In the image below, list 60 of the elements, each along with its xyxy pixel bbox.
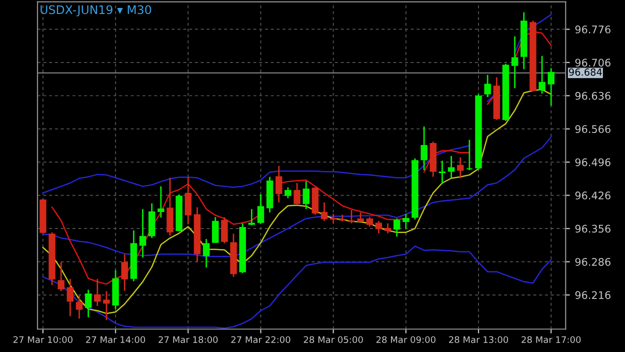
candlestick: [257, 194, 264, 224]
candlestick: [375, 220, 382, 234]
y-tick-label: 96.356: [575, 224, 610, 233]
x-tick-label: 28 Mar 17:00: [522, 336, 581, 344]
candlestick: [66, 278, 74, 318]
candlestick: [184, 176, 192, 225]
candlestick: [438, 160, 446, 185]
x-tick-label: 28 Mar 09:00: [376, 336, 436, 344]
candlestick: [357, 212, 364, 223]
candlestick: [393, 218, 400, 238]
candlestick: [420, 126, 428, 171]
candlestick: [302, 180, 310, 210]
candlestick: [511, 36, 518, 89]
candlestick: [58, 262, 64, 292]
candlestick: [456, 156, 464, 179]
y-tick-label: 96.216: [575, 291, 610, 300]
line-series: [42, 136, 552, 258]
candlestick: [330, 213, 337, 224]
y-tick-label: 96.496: [575, 158, 610, 166]
candlestick: [366, 216, 373, 228]
candlestick: [484, 74, 491, 98]
line-series: [42, 245, 552, 329]
candlestick: [103, 290, 110, 321]
candlestick: [248, 208, 256, 226]
candlestick: [212, 216, 219, 244]
y-tick-label: 96.426: [575, 192, 610, 200]
candlestick: [384, 222, 392, 234]
x-tick-label: 28 Mar 13:00: [449, 336, 508, 344]
candlestick: [548, 67, 554, 106]
candlestick: [276, 165, 282, 204]
y-tick-label: 96.636: [575, 92, 610, 100]
candlestick: [320, 202, 328, 222]
candlestick: [538, 55, 546, 94]
candlestick: [121, 253, 128, 292]
y-tick-label: 96.286: [575, 258, 610, 266]
candlestick: [84, 289, 92, 318]
candlestick: [466, 139, 473, 171]
candlestick: [221, 216, 228, 244]
candlestick: [402, 213, 410, 230]
candlestick: [348, 209, 355, 224]
x-tick-label: 27 Mar 14:00: [86, 336, 146, 344]
candlestick: [94, 278, 101, 307]
candlestick: [148, 202, 156, 239]
x-tick-label: 27 Mar 10:00: [13, 336, 72, 344]
y-tick-label: 96.566: [575, 125, 610, 134]
candlestick: [166, 177, 174, 236]
candlestick: [202, 238, 210, 268]
candlestick: [284, 186, 292, 199]
candlestick: [76, 295, 83, 320]
chart-title: USDX-JUN19 ▾ M30: [40, 5, 152, 16]
y-tick-label: 96.706: [575, 58, 610, 67]
candlestick: [139, 208, 146, 258]
candlestick: [294, 182, 300, 206]
y-tick-label: 96.776: [575, 26, 610, 34]
candlestick: [158, 186, 164, 218]
x-tick-label: 27 Mar 18:00: [158, 336, 218, 344]
x-tick-label: 27 Mar 22:00: [231, 336, 290, 344]
x-tick-label: 28 Mar 05:00: [304, 336, 363, 344]
ref-line-label: 96.684: [569, 68, 602, 76]
candlestick: [448, 155, 455, 178]
